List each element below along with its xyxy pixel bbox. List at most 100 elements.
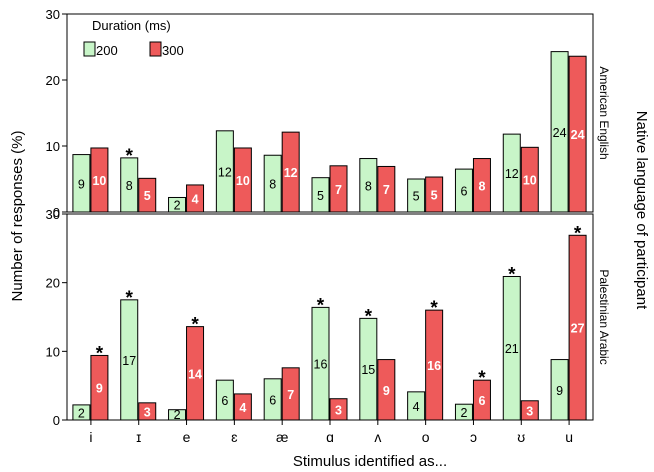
x-tick-label: ʌ [374,429,381,445]
y-axis-label: Number of responses (%) [9,131,26,302]
bar-data-label: 27 [571,322,585,336]
bar-200-9 [502,133,521,213]
bar-data-label: 5 [431,189,438,203]
bar-data-label: 8 [478,179,485,193]
bar-200-5 [311,306,330,421]
x-tick-label: ʊ [517,429,525,445]
bar-data-label: 12 [284,166,298,180]
x-tick-label: o [422,429,430,445]
bar-200-0 [72,404,91,421]
x-tick-label: ɔ [470,429,477,445]
bar-300-1 [138,177,157,213]
bar-300-5 [329,165,348,213]
bar-200-7 [407,178,426,213]
bar-300-3 [233,393,252,421]
bar-data-label: 8 [365,179,372,193]
bar-200-5 [311,177,330,213]
y-tick-label: 20 [46,73,60,88]
legend: Duration (ms) 200 300 [83,18,184,58]
bar-200-1 [120,157,139,213]
x-tick-label: ɛ [231,429,238,445]
bar-data-label: 3 [144,405,151,419]
bar-data-label: 7 [383,183,390,197]
x-tick-label: u [565,429,573,445]
bar-data-label: 4 [239,401,246,415]
bar-data-label: 9 [78,177,85,191]
y-tick-label: 30 [46,207,60,222]
y-tick-label: 30 [46,7,60,22]
y-tick-label: 10 [46,139,60,154]
legend-label-300: 300 [162,43,184,58]
bar-data-label: 14 [188,367,202,381]
x-tick-label: æ [276,429,288,445]
bar-200-6 [359,158,378,213]
bar-data-label: 5 [413,190,420,204]
bar-200-1 [120,299,139,421]
bar-200-4 [263,378,282,421]
bar-300-10 [568,234,587,421]
significance-marker: * [574,223,582,244]
bar-data-label: 7 [287,388,294,402]
bar-300-8 [472,158,491,213]
bar-200-8 [454,168,473,213]
bar-data-label: 8 [269,178,276,192]
significance-marker: * [317,295,325,316]
bar-data-label: 12 [218,165,232,179]
bar-300-3 [233,147,252,213]
x-tick-label: ɑ [326,429,334,445]
bar-300-4 [281,367,300,421]
bar-300-2 [186,326,205,421]
significance-marker: * [96,343,104,364]
x-tick-label: ɪ [136,429,141,445]
bar-300-5 [329,398,348,421]
significance-marker: * [365,306,373,327]
bar-200-3 [215,130,234,213]
legend-swatch-300 [149,41,162,57]
bar-data-label: 24 [571,128,585,142]
bar-300-7 [425,176,444,213]
bar-data-label: 2 [174,408,181,422]
y-tick-label: 0 [53,413,60,428]
significance-marker: * [126,288,134,309]
significance-marker: * [126,146,134,167]
bar-200-7 [407,391,426,421]
bar-300-1 [138,402,157,421]
bar-data-label: 17 [122,354,136,368]
bar-data-label: 4 [192,192,199,206]
bar-300-6 [377,165,396,213]
bar-data-label: 12 [505,167,519,181]
bar-data-label: 7 [335,183,342,197]
bar-300-9 [520,400,539,421]
x-tick-label: e [183,429,191,445]
bar-data-label: 16 [314,358,328,372]
bar-data-label: 24 [553,126,567,140]
bar-data-label: 15 [361,363,375,377]
bar-data-label: 3 [335,403,342,417]
bar-data-label: 16 [427,359,441,373]
bar-data-label: 4 [413,400,420,414]
bar-200-10 [550,359,569,421]
bar-200-10 [550,51,569,213]
bar-data-label: 8 [126,179,133,193]
bar-data-label: 10 [92,174,106,188]
bar-data-label: 6 [478,394,485,408]
bar-200-0 [72,154,91,213]
bar-200-2 [168,196,187,213]
bar-300-7 [425,309,444,421]
bar-data-label: 10 [236,174,250,188]
bar-data-label: 3 [526,404,533,418]
y-tick-label: 10 [46,344,60,359]
bar-data-label: 5 [317,189,324,203]
bar-data-label: 2 [78,406,85,420]
significance-marker: * [478,368,486,389]
bar-data-label: 9 [96,382,103,396]
legend-title: Duration (ms) [92,18,171,33]
bar-data-label: 6 [269,393,276,407]
panel-label: American English [597,66,611,159]
panel-label: Palestinian Arabic [597,269,611,364]
bar-data-label: 6 [460,185,467,199]
y-tick-label: 20 [46,276,60,291]
